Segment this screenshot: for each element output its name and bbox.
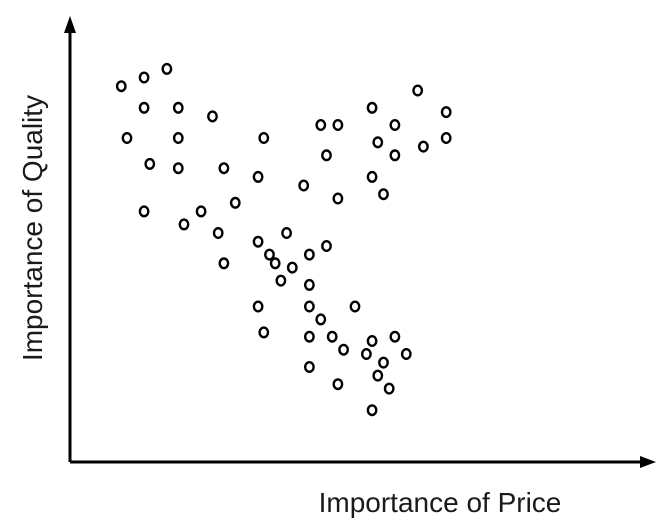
x-axis-label: Importance of Price <box>319 487 562 518</box>
y-axis-label: Importance of Quality <box>17 95 48 361</box>
data-point <box>195 205 207 218</box>
data-point <box>303 278 315 291</box>
data-point <box>212 226 224 239</box>
data-point <box>264 248 275 261</box>
data-point <box>321 149 332 162</box>
data-point <box>252 170 264 183</box>
data-point <box>332 192 344 205</box>
data-point <box>326 330 338 343</box>
data-point <box>378 188 389 201</box>
data-point <box>332 378 344 391</box>
data-point <box>121 131 133 144</box>
data-point <box>252 300 264 313</box>
data-point <box>372 136 384 149</box>
data-point <box>138 205 150 218</box>
data-point <box>275 274 287 287</box>
data-point <box>332 118 344 131</box>
data-point <box>115 80 127 93</box>
data-point <box>138 71 150 84</box>
data-point <box>338 343 349 356</box>
data-point <box>366 101 378 114</box>
data-point <box>303 300 315 313</box>
data-point <box>389 149 401 162</box>
data-point <box>383 382 395 395</box>
data-point <box>258 326 270 339</box>
x-axis-arrow <box>640 456 656 468</box>
data-point <box>400 348 412 361</box>
data-point <box>349 300 361 313</box>
data-point <box>378 356 389 369</box>
data-point <box>315 313 327 326</box>
data-point <box>360 348 372 361</box>
data-point <box>229 196 241 209</box>
data-point <box>218 257 230 270</box>
data-point <box>161 62 173 75</box>
data-point <box>258 131 270 144</box>
data-point <box>366 404 378 417</box>
data-point <box>372 369 384 382</box>
data-point <box>298 179 310 192</box>
data-points <box>115 62 452 417</box>
data-point <box>321 239 332 252</box>
data-point <box>440 131 452 144</box>
data-point <box>315 118 327 131</box>
y-axis-arrow <box>64 16 76 33</box>
data-point <box>303 330 315 343</box>
data-point <box>172 162 184 175</box>
data-point <box>269 257 281 270</box>
data-point <box>218 162 230 175</box>
data-point <box>252 235 264 248</box>
data-point <box>389 330 401 343</box>
data-point <box>303 361 315 374</box>
data-point <box>366 170 378 183</box>
data-point <box>417 140 429 153</box>
data-point <box>412 84 424 97</box>
data-point <box>389 118 401 131</box>
data-point <box>303 248 315 261</box>
data-point <box>286 261 298 274</box>
data-point <box>281 226 292 239</box>
data-point <box>207 110 218 123</box>
data-point <box>138 101 150 114</box>
data-point <box>172 101 184 114</box>
data-point <box>172 131 184 144</box>
data-point <box>366 335 378 348</box>
data-point <box>440 106 452 119</box>
data-point <box>178 218 190 231</box>
data-point <box>144 157 156 170</box>
